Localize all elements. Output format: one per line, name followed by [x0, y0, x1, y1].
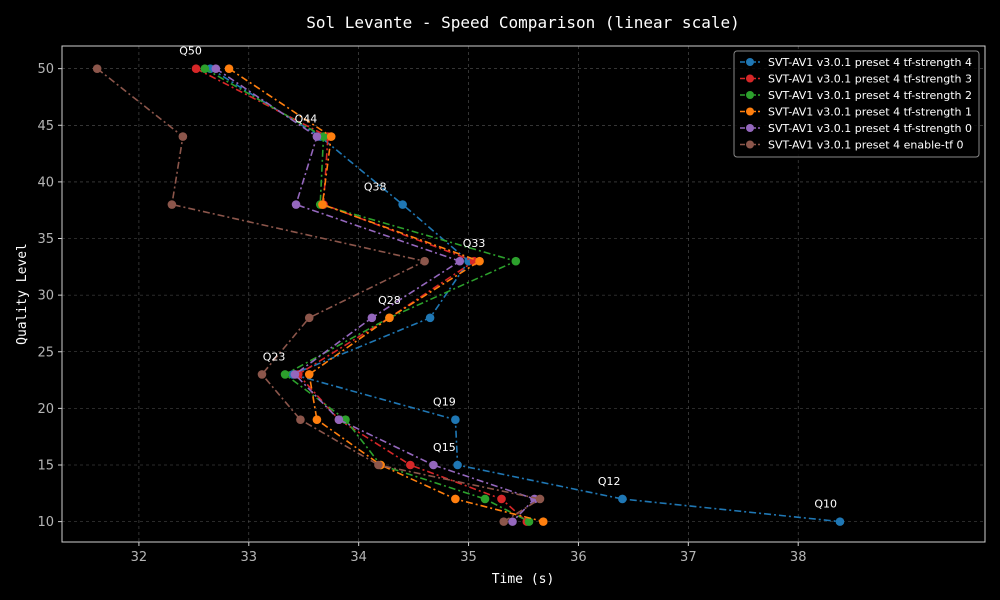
quality-annotation: Q15: [433, 441, 456, 454]
y-tick-label: 20: [37, 402, 54, 417]
data-point: [499, 517, 508, 526]
legend-swatch-marker: [746, 58, 754, 66]
data-point: [475, 257, 484, 266]
x-tick-label: 36: [570, 550, 587, 565]
legend-swatch-marker: [746, 91, 754, 99]
data-point: [398, 200, 407, 209]
chart-title: Sol Levante - Speed Comparison (linear s…: [306, 13, 739, 32]
data-point: [201, 64, 210, 73]
quality-annotation: Q38: [364, 181, 387, 194]
quality-annotation: Q33: [463, 237, 486, 250]
data-point: [420, 257, 429, 266]
data-point: [453, 461, 462, 470]
x-tick-label: 34: [350, 550, 367, 565]
data-point: [335, 415, 344, 424]
data-point: [296, 415, 305, 424]
legend-entry: SVT-AV1 v3.0.1 preset 4 tf-strength 2: [768, 89, 972, 102]
data-point: [179, 132, 188, 141]
data-point: [192, 64, 201, 73]
data-point: [258, 370, 267, 379]
data-point: [536, 495, 545, 504]
legend-entry: SVT-AV1 v3.0.1 preset 4 tf-strength 1: [768, 106, 972, 119]
y-axis-label: Quality Level: [15, 243, 30, 345]
data-point: [305, 370, 314, 379]
data-point: [313, 415, 322, 424]
data-point: [429, 461, 438, 470]
legend-swatch-marker: [746, 124, 754, 132]
legend-entry: SVT-AV1 v3.0.1 preset 4 enable-tf 0: [768, 139, 964, 152]
data-point: [93, 64, 102, 73]
y-tick-label: 50: [37, 62, 54, 77]
data-point: [327, 132, 336, 141]
quality-annotation: Q44: [295, 113, 318, 126]
quality-annotation: Q19: [433, 396, 456, 409]
data-point: [539, 517, 548, 526]
legend-swatch-marker: [746, 141, 754, 149]
data-point: [225, 64, 234, 73]
x-tick-label: 38: [790, 550, 807, 565]
data-point: [455, 257, 464, 266]
data-point: [481, 495, 490, 504]
legend-entry: SVT-AV1 v3.0.1 preset 4 tf-strength 3: [768, 73, 972, 86]
quality-annotation: Q50: [179, 45, 202, 58]
x-axis-label: Time (s): [492, 572, 555, 587]
y-tick-label: 45: [37, 119, 54, 134]
quality-annotation: Q12: [598, 475, 621, 488]
data-point: [426, 313, 435, 322]
data-point: [212, 64, 221, 73]
y-tick-label: 15: [37, 458, 54, 473]
legend-swatch-marker: [746, 75, 754, 83]
data-point: [281, 370, 290, 379]
data-point: [305, 313, 314, 322]
y-tick-label: 35: [37, 232, 54, 247]
legend: SVT-AV1 v3.0.1 preset 4 tf-strength 4 SVT…: [734, 51, 979, 157]
data-point: [168, 200, 177, 209]
data-point: [497, 495, 506, 504]
data-point: [618, 495, 627, 504]
x-tick-label: 37: [680, 550, 697, 565]
legend-entry: SVT-AV1 v3.0.1 preset 4 tf-strength 0: [768, 122, 972, 135]
legend-swatch-marker: [746, 108, 754, 116]
data-point: [368, 313, 377, 322]
x-tick-label: 32: [131, 550, 148, 565]
data-point: [292, 200, 301, 209]
x-tick-label: 33: [241, 550, 258, 565]
data-point: [406, 461, 415, 470]
quality-annotation: Q23: [263, 350, 286, 363]
y-tick-label: 10: [37, 515, 54, 530]
quality-annotation: Q10: [814, 498, 837, 511]
legend-entry: SVT-AV1 v3.0.1 preset 4 tf-strength 4: [768, 56, 972, 69]
data-point: [836, 517, 845, 526]
data-point: [385, 313, 394, 322]
data-point: [512, 257, 521, 266]
x-tick-label: 35: [460, 550, 477, 565]
data-point: [313, 132, 322, 141]
data-point: [291, 370, 300, 379]
data-point: [451, 415, 460, 424]
y-tick-label: 40: [37, 175, 54, 190]
quality-annotation: Q28: [378, 294, 401, 307]
data-point: [318, 200, 327, 209]
data-point: [451, 495, 460, 504]
y-tick-label: 25: [37, 345, 54, 360]
y-tick-label: 30: [37, 289, 54, 304]
data-point: [374, 461, 383, 470]
